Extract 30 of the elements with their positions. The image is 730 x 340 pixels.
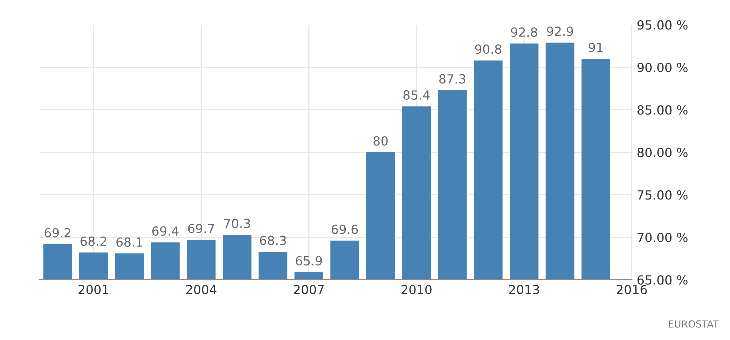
data-label: 70.3 [224,218,250,228]
data-label: 69.6 [332,224,358,234]
x-tick-label: 2004 [186,285,217,295]
data-label: 92.8 [511,28,538,38]
data-label: 91 [588,42,603,52]
y-tick-label: 65.00 % [638,275,688,285]
y-tick-label: 95.00 % [638,20,688,30]
data-label: 69.2 [44,228,71,238]
x-tick-label: 2013 [509,285,540,295]
x-tick-label: 2001 [78,285,109,295]
data-label: 68.3 [260,236,286,246]
data-label: 85.4 [404,90,430,100]
y-tick-label: 70.00 % [638,232,688,242]
data-label: 68.2 [80,236,106,246]
data-label: 90.8 [475,44,502,54]
x-tick-label: 2016 [617,285,648,295]
data-label: 87.3 [440,74,466,84]
y-tick-label: 90.00 % [638,62,688,72]
y-tick-label: 85.00 % [638,105,688,115]
x-tick-label: 2007 [294,285,324,295]
data-label: 80 [374,136,388,146]
text: EUROSTAT [669,320,720,328]
data-label: 69.7 [188,224,214,234]
y-tick-label: 80.00 % [638,148,688,158]
data-label: 68.1 [116,238,142,248]
data-label: 92.9 [547,26,574,36]
data-label: 65.9 [296,256,322,266]
data-label: 69.4 [152,226,179,236]
y-tick-label: 75.00 % [638,190,688,200]
x-tick-label: 2010 [402,285,432,295]
